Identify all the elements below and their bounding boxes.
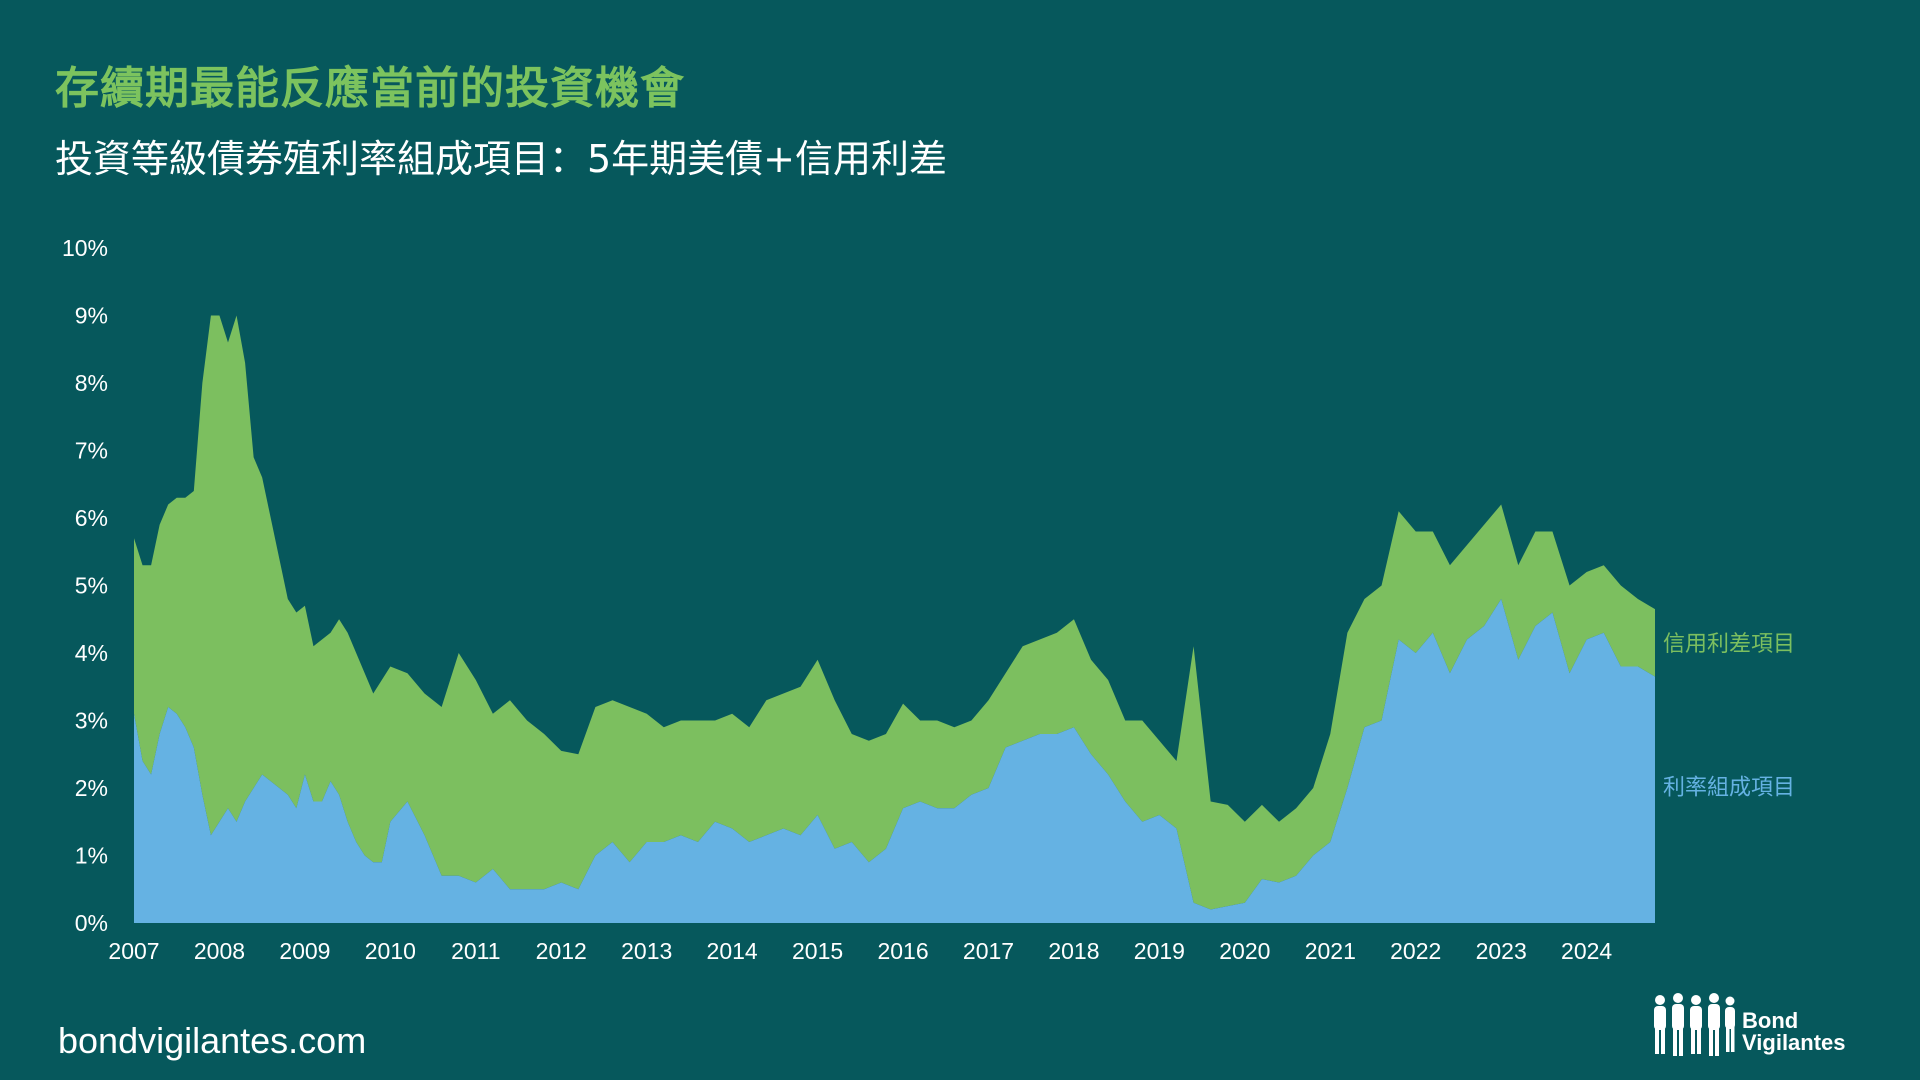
x-tick-label: 2013 (621, 938, 672, 964)
x-tick-label: 2017 (963, 938, 1014, 964)
y-tick-label: 0% (75, 910, 108, 936)
x-tick-label: 2019 (1134, 938, 1185, 964)
x-tick-label: 2009 (279, 938, 330, 964)
x-tick-label: 2022 (1390, 938, 1441, 964)
x-axis: 2007 2008 2009 2010 2011 2012 2013 2014 2015 2016… (108, 938, 1612, 964)
y-tick-label: 1% (75, 843, 108, 869)
label-credit-spread: 信用利差項目 (1663, 632, 1795, 657)
x-tick-label: 2010 (365, 938, 416, 964)
x-tick-label: 2024 (1561, 938, 1612, 964)
x-tick-label: 2007 (108, 938, 159, 964)
x-tick-label: 2021 (1305, 938, 1356, 964)
x-tick-label: 2008 (194, 938, 245, 964)
y-tick-label: 9% (75, 303, 108, 329)
logo-line-2: Vigilantes (1742, 1030, 1846, 1055)
y-tick-label: 2% (75, 775, 108, 801)
x-tick-label: 2012 (536, 938, 587, 964)
y-tick-label: 4% (75, 640, 108, 666)
y-tick-label: 5% (75, 573, 108, 599)
y-axis: 0% 1% 2% 3% 4% 5% 6% 7% 8% 9% 10% (62, 235, 108, 936)
x-tick-label: 2014 (707, 938, 758, 964)
plot-area (134, 315, 1655, 923)
area-rate-component (134, 599, 1655, 923)
x-tick-label: 2020 (1219, 938, 1270, 964)
x-tick-label: 2018 (1048, 938, 1099, 964)
y-tick-label: 7% (75, 438, 108, 464)
logo-line-1: Bond (1742, 1008, 1799, 1033)
x-tick-label: 2016 (877, 938, 928, 964)
x-tick-label: 2015 (792, 938, 843, 964)
stacked-area-chart: 0% 1% 2% 3% 4% 5% 6% 7% 8% 9% 10% 2007 2008 2009 2010… (62, 235, 1795, 964)
page-subtitle: 投資等級債券殖利率組成項目：5年期美債+信用利差 (55, 137, 948, 181)
people-silhouettes-icon (1654, 993, 1735, 1056)
y-tick-label: 8% (75, 370, 108, 396)
label-rate-component: 利率組成項目 (1663, 775, 1795, 800)
bond-vigilantes-logo: Bond Vigilantes (1650, 992, 1860, 1062)
footer-url: bondvigilantes.com (58, 1020, 367, 1061)
y-tick-label: 3% (75, 708, 108, 734)
page-title: 存續期最能反應當前的投資機會 (55, 63, 685, 114)
area-credit-spread (134, 315, 1655, 910)
y-tick-label: 6% (75, 505, 108, 531)
x-tick-label: 2023 (1476, 938, 1527, 964)
y-tick-label: 10% (62, 235, 108, 261)
logo-text: Bond Vigilantes (1742, 1010, 1846, 1054)
x-tick-label: 2011 (451, 938, 500, 964)
